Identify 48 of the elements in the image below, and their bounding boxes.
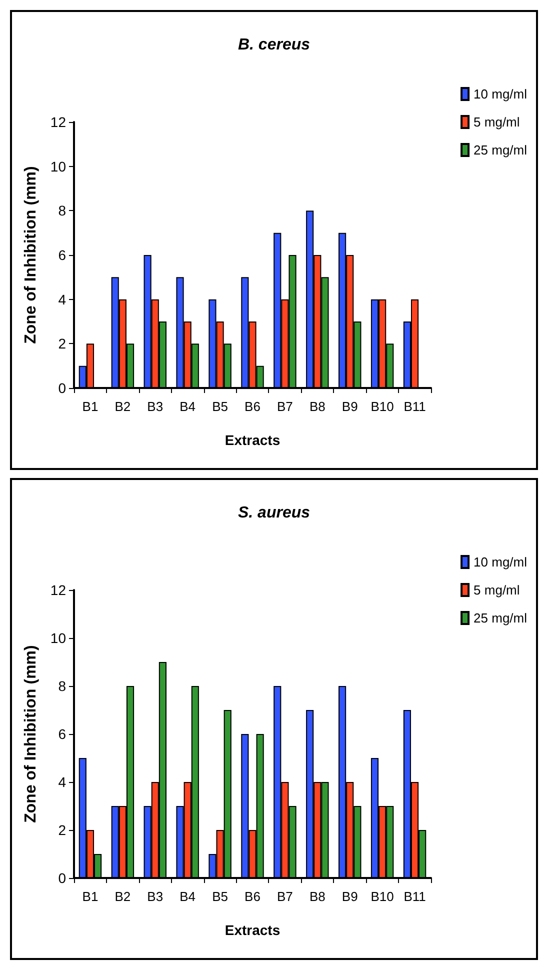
x-tick-label: B7 bbox=[277, 399, 293, 414]
x-tick-label: B9 bbox=[342, 399, 358, 414]
x-tick-label: B2 bbox=[114, 889, 131, 904]
chart-title: B. cereus bbox=[238, 36, 310, 54]
y-tick-label: 8 bbox=[58, 678, 66, 694]
y-axis-title: Zone of Inhibition (mm) bbox=[22, 645, 40, 823]
y-tick-label: 0 bbox=[58, 380, 66, 396]
y-tick-label: 12 bbox=[50, 582, 66, 598]
legend-label: 25 mg/ml bbox=[474, 142, 528, 158]
x-tick-label: B6 bbox=[244, 399, 260, 414]
x-tick-label: B1 bbox=[82, 889, 98, 904]
y-tick-label: 2 bbox=[58, 336, 66, 352]
x-tick-label: B6 bbox=[244, 889, 260, 904]
x-tick-label: B10 bbox=[370, 889, 394, 904]
x-tick-label: B7 bbox=[277, 889, 293, 904]
x-tick-label: B5 bbox=[212, 399, 228, 414]
x-tick-label: B9 bbox=[342, 889, 358, 904]
y-tick-label: 6 bbox=[58, 726, 66, 742]
x-tick-label: B4 bbox=[180, 399, 196, 414]
x-axis-title: Extracts bbox=[224, 922, 280, 938]
y-tick-label: 8 bbox=[58, 202, 66, 219]
y-tick-label: 12 bbox=[50, 114, 66, 130]
x-tick-label: B1 bbox=[82, 399, 98, 414]
y-tick-label: 10 bbox=[50, 630, 66, 646]
x-tick-label: B8 bbox=[309, 889, 326, 904]
x-tick-label: B4 bbox=[180, 889, 196, 904]
y-axis-title: Zone of Inhibition (mm) bbox=[22, 166, 40, 344]
y-tick-label: 6 bbox=[58, 247, 66, 263]
x-tick-label: B3 bbox=[147, 889, 164, 904]
y-tick-label: 10 bbox=[50, 158, 66, 174]
x-tick-label: B8 bbox=[309, 399, 326, 414]
x-tick-label: B2 bbox=[114, 399, 131, 414]
y-tick-label: 2 bbox=[58, 822, 66, 838]
legend-label: 25 mg/ml bbox=[474, 610, 528, 626]
legend-label: 5 mg/ml bbox=[474, 114, 520, 130]
x-axis-title: Extracts bbox=[224, 432, 280, 448]
legend-label: 5 mg/ml bbox=[474, 582, 520, 598]
legend-label: 10 mg/ml bbox=[474, 554, 528, 570]
legend-label: 10 mg/ml bbox=[474, 86, 528, 102]
x-tick-label: B10 bbox=[370, 399, 394, 414]
y-tick-label: 4 bbox=[58, 291, 66, 308]
chart-title: S. aureus bbox=[238, 504, 310, 522]
x-tick-label: B11 bbox=[404, 399, 426, 414]
y-tick-label: 0 bbox=[58, 870, 66, 886]
x-tick-label: B3 bbox=[147, 399, 164, 414]
x-tick-label: B11 bbox=[404, 889, 426, 904]
y-tick-label: 4 bbox=[58, 774, 66, 790]
x-tick-label: B5 bbox=[212, 889, 228, 904]
